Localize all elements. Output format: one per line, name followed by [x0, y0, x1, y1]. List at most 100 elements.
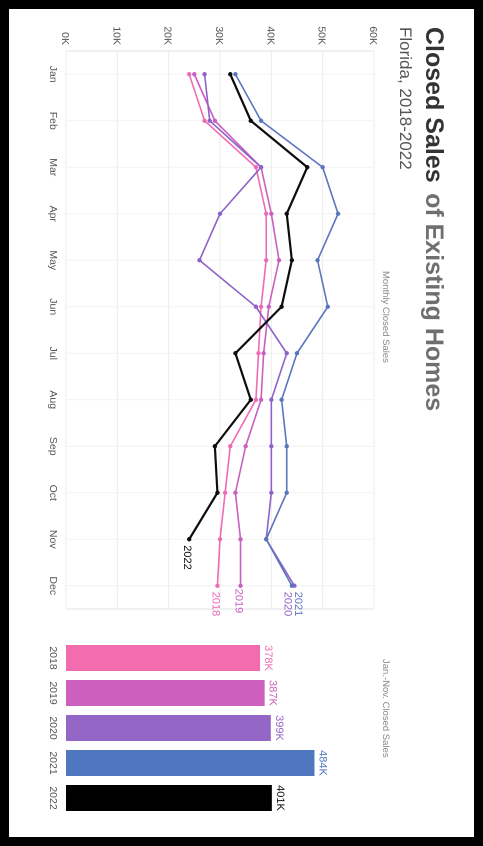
data-point-2018: [215, 583, 220, 588]
y-tick-label: 0K: [59, 32, 71, 45]
data-point-2022: [228, 72, 233, 77]
data-point-2021: [294, 351, 300, 356]
data-point-2022: [289, 258, 295, 263]
series-label-2020: 2020: [281, 592, 293, 616]
series-line-2020: [198, 74, 296, 587]
bar-2021: [66, 750, 315, 776]
series-label-2022: 2022: [181, 545, 193, 569]
bar-category-label: 2020: [47, 716, 59, 740]
x-tick-label: Oct: [47, 485, 59, 501]
data-point-2022: [215, 490, 220, 495]
bar-value-label: 387K: [267, 680, 279, 706]
data-point-2021: [284, 490, 289, 495]
bar-2022: [66, 785, 272, 811]
rotated-infographic: Closed Sales of Existing Homes Florida, …: [9, 9, 474, 837]
data-point-2020: [202, 72, 207, 77]
data-point-2021: [320, 165, 325, 170]
data-point-2018: [263, 258, 269, 263]
data-point-2022: [248, 118, 253, 123]
data-point-2021: [233, 72, 238, 77]
bar-2019: [66, 680, 265, 706]
y-tick-label: 60K: [367, 26, 379, 45]
data-point-2021: [263, 537, 269, 542]
data-point-2019: [258, 397, 264, 402]
data-point-2021: [279, 397, 284, 402]
data-point-2018: [228, 444, 233, 449]
chart-title: Closed Sales of Existing Homes: [420, 27, 448, 411]
y-tick-label: 10K: [110, 26, 122, 45]
data-point-2021: [289, 583, 295, 588]
data-point-2020: [253, 304, 259, 309]
data-point-2022: [187, 537, 192, 542]
series-line-2018: [188, 73, 267, 586]
data-point-2019: [233, 490, 238, 495]
data-point-2022: [248, 397, 253, 402]
page-frame: Closed Sales of Existing Homes Florida, …: [9, 9, 474, 837]
y-tick-label: 30K: [213, 26, 225, 45]
chart-subtitle: Florida, 2018-2022: [396, 27, 415, 170]
data-point-2019: [261, 351, 266, 356]
data-point-2019: [269, 211, 274, 216]
y-tick-label: 20K: [162, 26, 174, 45]
data-point-2022: [284, 211, 289, 216]
data-point-2022: [305, 165, 310, 170]
bar-category-label: 2019: [47, 681, 59, 705]
data-point-2019: [266, 304, 271, 309]
data-point-2020: [269, 397, 274, 402]
data-point-2020: [269, 490, 274, 495]
x-tick-label: Dec: [47, 576, 59, 595]
data-point-2022: [279, 304, 284, 309]
series-line-2021: [234, 73, 339, 587]
x-tick-label: Sep: [47, 437, 59, 456]
data-point-2018: [202, 118, 207, 123]
x-tick-label: Aug: [47, 390, 59, 409]
x-tick-label: Mar: [47, 158, 59, 177]
data-point-2020: [269, 444, 274, 449]
data-point-2020: [207, 118, 212, 123]
data-point-2018: [222, 490, 228, 495]
data-point-2021: [284, 444, 289, 449]
title-accent: of Existing Homes: [420, 193, 448, 411]
data-point-2021: [325, 304, 330, 309]
y-tick-label: 50K: [316, 26, 328, 45]
data-point-2018: [256, 351, 261, 356]
data-point-2020: [258, 165, 264, 170]
bar-value-label: 401K: [274, 785, 286, 811]
data-point-2018: [253, 165, 259, 170]
title-main: Closed Sales: [420, 27, 448, 183]
data-point-2021: [258, 118, 264, 123]
data-point-2018: [187, 72, 192, 77]
x-tick-label: Jun: [47, 298, 59, 315]
series-label-2018: 2018: [209, 592, 221, 616]
series-label-2021: 2021: [292, 592, 304, 616]
line-chart: 0K 10K 20K 30K 40K 50K 60K Jan Feb Mar Apr May Jun Ju…: [47, 26, 379, 616]
bar-chart-ylabel: Jan.-Nov. Closed Sales: [380, 659, 391, 758]
data-point-2022: [212, 444, 218, 449]
bar-chart: 378K 2018 387K 2019 399K 2020 484K 2021 401K 2022: [47, 645, 328, 812]
x-tick-label: Jan: [47, 66, 59, 83]
bar-category-label: 2022: [47, 786, 59, 810]
data-point-2020: [217, 211, 223, 216]
bar-category-label: 2021: [47, 751, 59, 775]
data-point-2018: [263, 211, 269, 216]
infographic-svg: Closed Sales of Existing Homes Florida, …: [47, 26, 448, 812]
data-point-2018: [258, 304, 264, 309]
y-tick-label: 40K: [264, 26, 276, 45]
data-point-2018: [253, 397, 259, 402]
data-point-2022: [233, 351, 238, 356]
data-point-2021: [315, 258, 320, 263]
data-point-2019: [192, 72, 197, 77]
data-point-2020: [284, 351, 289, 356]
bar-category-label: 2018: [47, 646, 59, 670]
data-point-2019: [276, 258, 282, 263]
data-point-2019: [212, 118, 218, 123]
x-tick-label: May: [47, 250, 59, 271]
line-chart-ylabel: Monthly Closed Sales: [380, 271, 391, 363]
data-point-2019: [243, 444, 248, 449]
x-tick-label: Feb: [47, 112, 59, 130]
data-point-2020: [197, 258, 202, 263]
series-label-2019: 2019: [233, 589, 245, 613]
data-point-2018: [217, 537, 223, 542]
bar-value-label: 399K: [273, 715, 285, 741]
bar-2020: [66, 715, 271, 741]
